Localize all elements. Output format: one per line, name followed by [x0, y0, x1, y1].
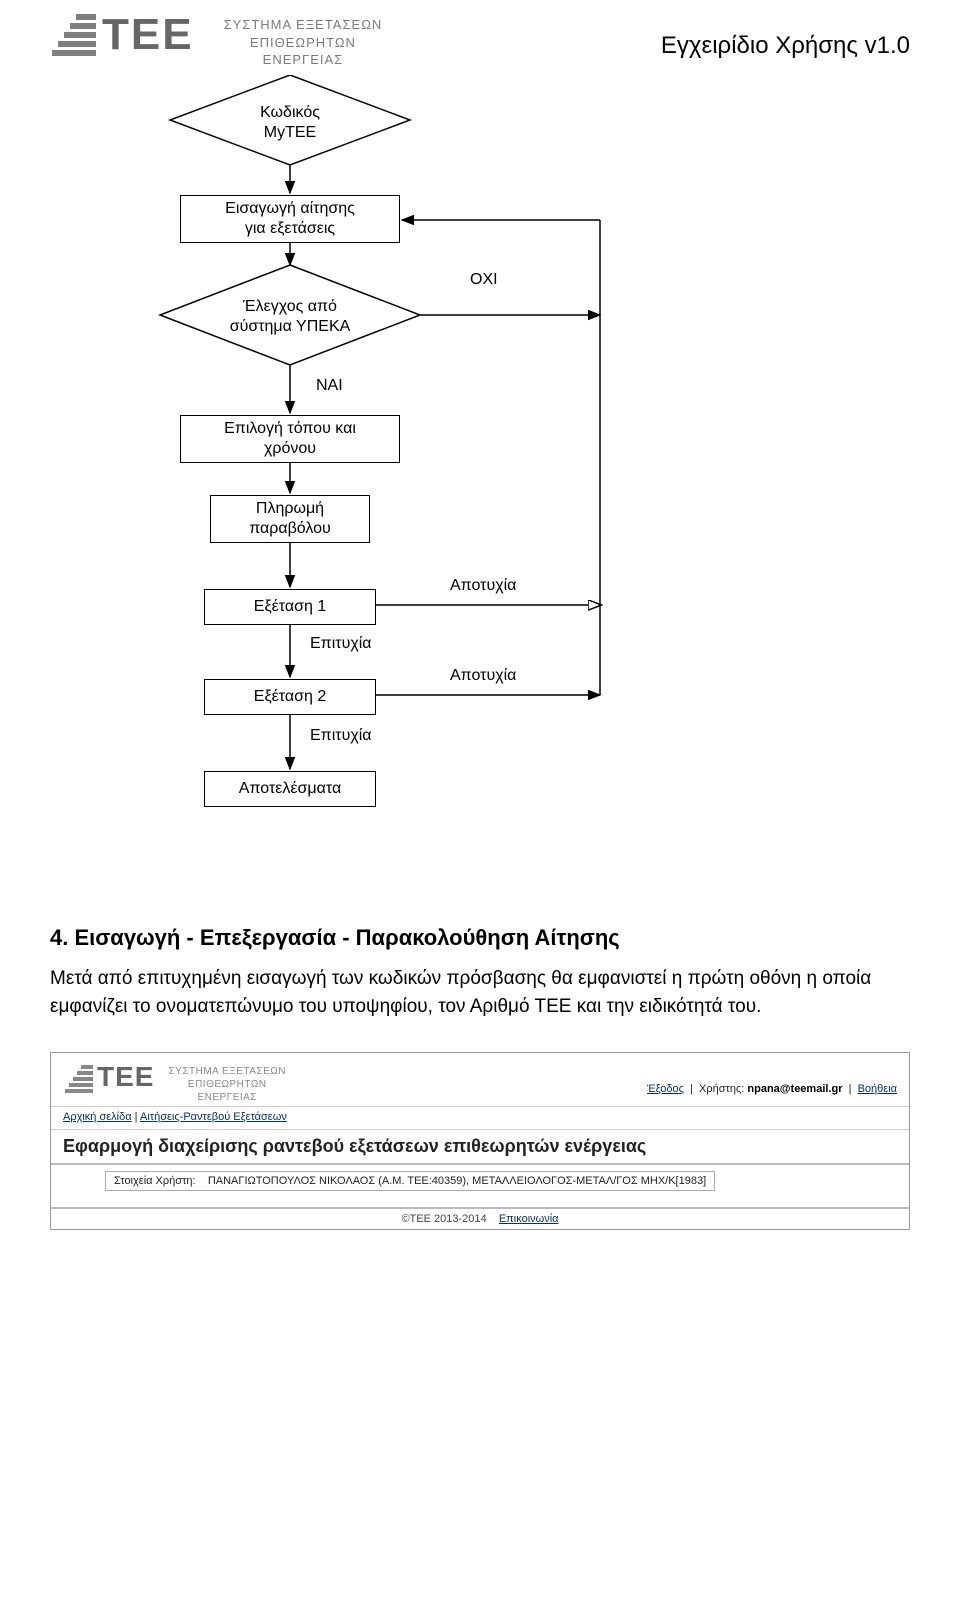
screenshot-header: TEE ΣΥΣΤΗΜΑ ΕΞΕΤΑΣΕΩΝ ΕΠΙΘΕΩΡΗΤΩΝ ΕΝΕΡΓΕ… — [51, 1053, 909, 1107]
tee-logo: TEE — [50, 10, 194, 60]
header-links: Έξοδος | Χρήστης: npana@teemail.gr | Βοή… — [647, 1061, 897, 1095]
flow-decision-mytee: ΚωδικόςMyTEE — [215, 103, 365, 143]
logo-text: TEE — [97, 1061, 154, 1093]
user-value: npana@teemail.gr — [747, 1083, 842, 1095]
flow-decision-ypeka: Έλεγχος απόσύστημα ΥΠΕΚΑ — [215, 297, 365, 337]
app-screenshot: TEE ΣΥΣΤΗΜΑ ΕΞΕΤΑΣΕΩΝ ΕΠΙΘΕΩΡΗΤΩΝ ΕΝΕΡΓΕ… — [50, 1052, 910, 1230]
user-label: Χρήστης: — [699, 1083, 744, 1095]
exit-link[interactable]: Έξοδος — [647, 1083, 684, 1095]
screenshot-footer: ©TEE 2013-2014 Επικοινωνία — [51, 1207, 909, 1225]
crumb-page-link[interactable]: Αιτήσεις-Ραντεβού Εξετάσεων — [140, 1111, 287, 1123]
flow-box-payment: Πληρωμήπαραβόλου — [210, 495, 370, 543]
app-title: Εφαρμογή διαχείρισης ραντεβού εξετάσεων … — [51, 1130, 909, 1165]
page-title: Εγχειρίδιο Χρήσης v1.0 — [392, 32, 910, 60]
breadcrumb: Αρχική σελίδα | Αιτήσεις-Ραντεβού Εξετάσ… — [51, 1107, 909, 1130]
footer-copy: ©TEE 2013-2014 — [401, 1213, 486, 1225]
sys-line: ΕΝΕΡΓΕΙΑΣ — [168, 1091, 286, 1104]
userbox-value: ΠΑΝΑΓΙΩΤΟΠΟΥΛΟΣ ΝΙΚΟΛΑΟΣ (A.M. TEE:40359… — [208, 1175, 706, 1187]
logo-text: TEE — [102, 10, 194, 60]
help-link[interactable]: Βοήθεια — [858, 1083, 897, 1095]
page-header: TEE ΣΥΣΤΗΜΑ ΕΞΕΤΑΣΕΩΝ ΕΠΙΘΕΩΡΗΤΩΝ ΕΝΕΡΓΕ… — [50, 10, 910, 69]
flow-box-exam1: Εξέταση 1 — [204, 589, 376, 625]
crumb-home-link[interactable]: Αρχική σελίδα — [63, 1111, 132, 1123]
footer-contact-link[interactable]: Επικοινωνία — [499, 1213, 559, 1225]
userbox-label: Στοιχεία Χρήστη: — [114, 1175, 196, 1187]
flow-box-input: Εισαγωγή αίτησηςγια εξετάσεις — [180, 195, 400, 243]
edge-label-fail2: Αποτυχία — [450, 667, 516, 685]
flowchart: ΚωδικόςMyTEE Έλεγχος απόσύστημα ΥΠΕΚΑ Ει… — [140, 75, 740, 895]
edge-label-success1: Επιτυχία — [310, 635, 372, 653]
edge-label-success2: Επιτυχία — [310, 727, 372, 745]
user-info-box: Στοιχεία Χρήστη: ΠΑΝΑΓΙΩΤΟΠΟΥΛΟΣ ΝΙΚΟΛΑΟ… — [105, 1171, 715, 1191]
user-info-row: Στοιχεία Χρήστη: ΠΑΝΑΓΙΩΤΟΠΟΥΛΟΣ ΝΙΚΟΛΑΟ… — [51, 1165, 909, 1201]
logo-bars-icon — [50, 14, 96, 56]
system-title: ΣΥΣΤΗΜΑ ΕΞΕΤΑΣΕΩΝ ΕΠΙΘΕΩΡΗΤΩΝ ΕΝΕΡΓΕΙΑΣ — [224, 16, 383, 69]
flow-box-exam2: Εξέταση 2 — [204, 679, 376, 715]
edge-label-no: ΟΧΙ — [470, 271, 498, 289]
system-title: ΣΥΣΤΗΜΑ ΕΞΕΤΑΣΕΩΝ ΕΠΙΘΕΩΡΗΤΩΝ ΕΝΕΡΓΕΙΑΣ — [168, 1061, 286, 1104]
sys-line: ΕΠΙΘΕΩΡΗΤΩΝ — [168, 1078, 286, 1091]
sys-line: ΣΥΣΤΗΜΑ ΕΞΕΤΑΣΕΩΝ — [168, 1065, 286, 1078]
logo-bars-icon — [63, 1061, 93, 1093]
edge-label-fail1: Αποτυχία — [450, 577, 516, 595]
edge-label-yes: ΝΑΙ — [316, 377, 343, 395]
sys-line: ΕΠΙΘΕΩΡΗΤΩΝ — [224, 34, 383, 52]
flow-box-place-time: Επιλογή τόπου καιχρόνου — [180, 415, 400, 463]
sys-line: ΣΥΣΤΗΜΑ ΕΞΕΤΑΣΕΩΝ — [224, 16, 383, 34]
section-4-title: 4. Εισαγωγή - Επεξεργασία - Παρακολούθησ… — [50, 925, 910, 951]
sys-line: ΕΝΕΡΓΕΙΑΣ — [224, 51, 383, 69]
section-4-body: Μετά από επιτυχημένη εισαγωγή των κωδικώ… — [50, 965, 910, 1022]
page: TEE ΣΥΣΤΗΜΑ ΕΞΕΤΑΣΕΩΝ ΕΠΙΘΕΩΡΗΤΩΝ ΕΝΕΡΓΕ… — [0, 0, 960, 1270]
flow-box-results: Αποτελέσματα — [204, 771, 376, 807]
